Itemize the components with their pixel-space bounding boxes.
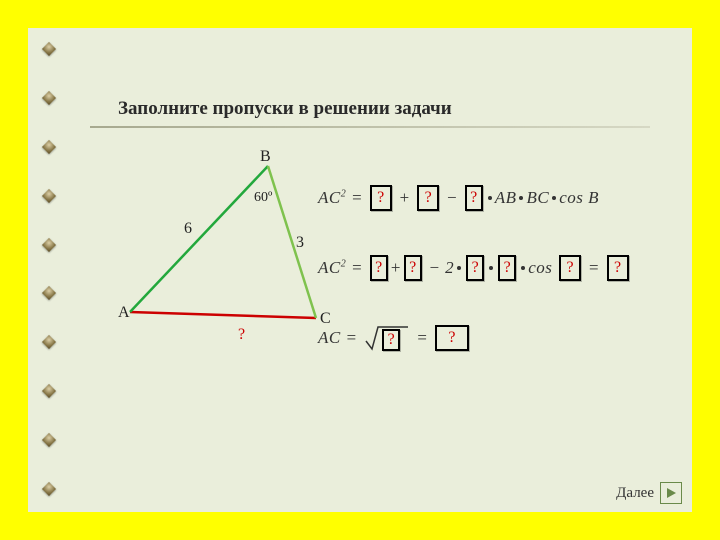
diamond-icon [42, 286, 56, 300]
vertex-label-a: А [118, 304, 130, 322]
eq-text: = [416, 328, 433, 348]
eq-text: AB [495, 188, 517, 208]
next-label: Далее [616, 485, 654, 502]
blank-box[interactable]: ? [370, 255, 388, 281]
diamond-icon [42, 140, 56, 154]
blank-box[interactable]: ? [559, 255, 581, 281]
side-label-bc: 3 [296, 234, 304, 252]
blank-box[interactable]: ? [417, 185, 439, 211]
blank-box[interactable]: ? [404, 255, 422, 281]
vertex-label-b: В [260, 148, 271, 166]
blank-box[interactable]: ? [382, 329, 400, 351]
ornament-strip [44, 44, 62, 494]
side-label-ac: ? [238, 326, 245, 344]
equation-line-2: AC2 = ? + ? − 2 ? ? cos ? = ? [318, 248, 688, 288]
eq-text: cos B [559, 188, 599, 208]
blank-box[interactable]: ? [435, 325, 469, 351]
mult-dot-icon [457, 266, 461, 270]
equation-line-1: AC2 = ? + ? − ? AB BC cos B [318, 178, 688, 218]
page-title: Заполните пропуски в решении задачи [118, 98, 452, 120]
diamond-icon [42, 433, 56, 447]
next-button[interactable] [660, 482, 682, 504]
play-icon [665, 487, 677, 499]
eq-text: AC2 = [318, 188, 368, 208]
side-label-ab: 6 [184, 220, 192, 238]
eq-text: − [441, 188, 462, 208]
mult-dot-icon [488, 196, 492, 200]
equation-line-3: AC = ? = ? [318, 318, 688, 358]
eq-text: = [583, 258, 604, 278]
eq-text: + [394, 188, 415, 208]
eq-text: + [390, 258, 402, 278]
diamond-icon [42, 482, 56, 496]
blank-box[interactable]: ? [607, 255, 629, 281]
title-underline [90, 126, 650, 128]
diamond-icon [42, 42, 56, 56]
triangle-svg [98, 148, 338, 358]
eq-text: AC2 = [318, 258, 368, 278]
slide-body: Заполните пропуски в решении задачи А В … [28, 28, 692, 512]
mult-dot-icon [521, 266, 525, 270]
diamond-icon [42, 335, 56, 349]
eq-text: − 2 [424, 258, 454, 278]
diamond-icon [42, 91, 56, 105]
blank-box[interactable]: ? [466, 255, 484, 281]
blank-box[interactable]: ? [370, 185, 392, 211]
blank-box[interactable]: ? [498, 255, 516, 281]
diamond-icon [42, 237, 56, 251]
triangle-figure: А В С 6 3 ? 60º [98, 148, 318, 348]
sqrt-icon: ? [364, 323, 410, 353]
eq-text: cos [528, 258, 557, 278]
mult-dot-icon [489, 266, 493, 270]
mult-dot-icon [552, 196, 556, 200]
eq-text: AC = [318, 328, 362, 348]
eq-text: BC [526, 188, 549, 208]
diamond-icon [42, 384, 56, 398]
blank-box[interactable]: ? [465, 185, 483, 211]
diamond-icon [42, 189, 56, 203]
mult-dot-icon [519, 196, 523, 200]
angle-label-b: 60º [254, 190, 272, 206]
equations-block: AC2 = ? + ? − ? AB BC cos B AC2 = ? + ? … [318, 178, 688, 398]
